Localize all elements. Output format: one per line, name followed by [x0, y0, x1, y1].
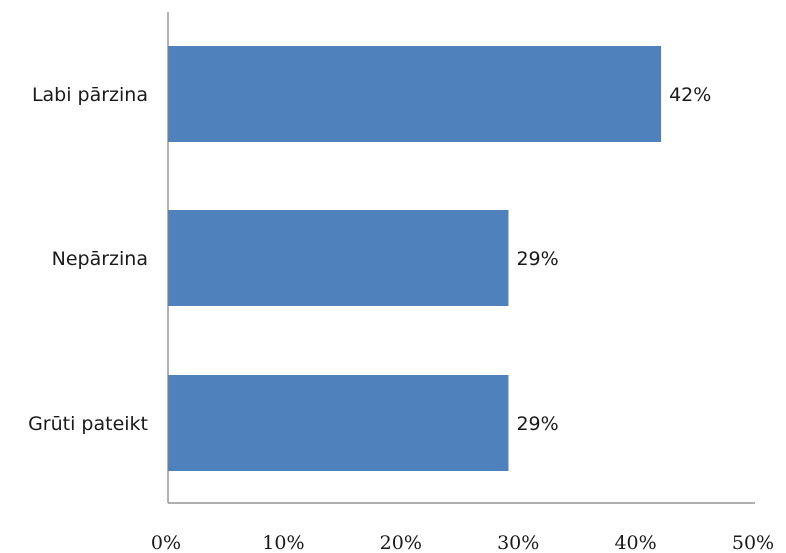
- data-label: 29%: [516, 248, 558, 270]
- bar: [168, 46, 662, 142]
- bars-layer: [168, 46, 662, 471]
- x-tick-label: 30%: [497, 532, 539, 553]
- category-label: Nepārzina: [52, 248, 148, 270]
- category-label: Labi pārzina: [32, 84, 148, 106]
- data-labels: 42% 29% 29%: [516, 84, 711, 435]
- x-tick-label: 0%: [151, 532, 181, 553]
- x-tick-label: 50%: [732, 532, 774, 553]
- data-label: 42%: [669, 84, 711, 106]
- x-tick-label: 40%: [614, 532, 656, 553]
- bar: [168, 210, 509, 306]
- data-label: 29%: [516, 413, 558, 435]
- x-tick-label: 10%: [262, 532, 304, 553]
- x-tick-labels: 0% 10% 20% 30% 40% 50%: [151, 532, 774, 553]
- bar: [168, 375, 509, 471]
- category-labels: Labi pārzina Nepārzina Grūti pateikt: [28, 84, 148, 435]
- x-tick-label: 20%: [380, 532, 422, 553]
- category-label: Grūti pateikt: [28, 413, 148, 435]
